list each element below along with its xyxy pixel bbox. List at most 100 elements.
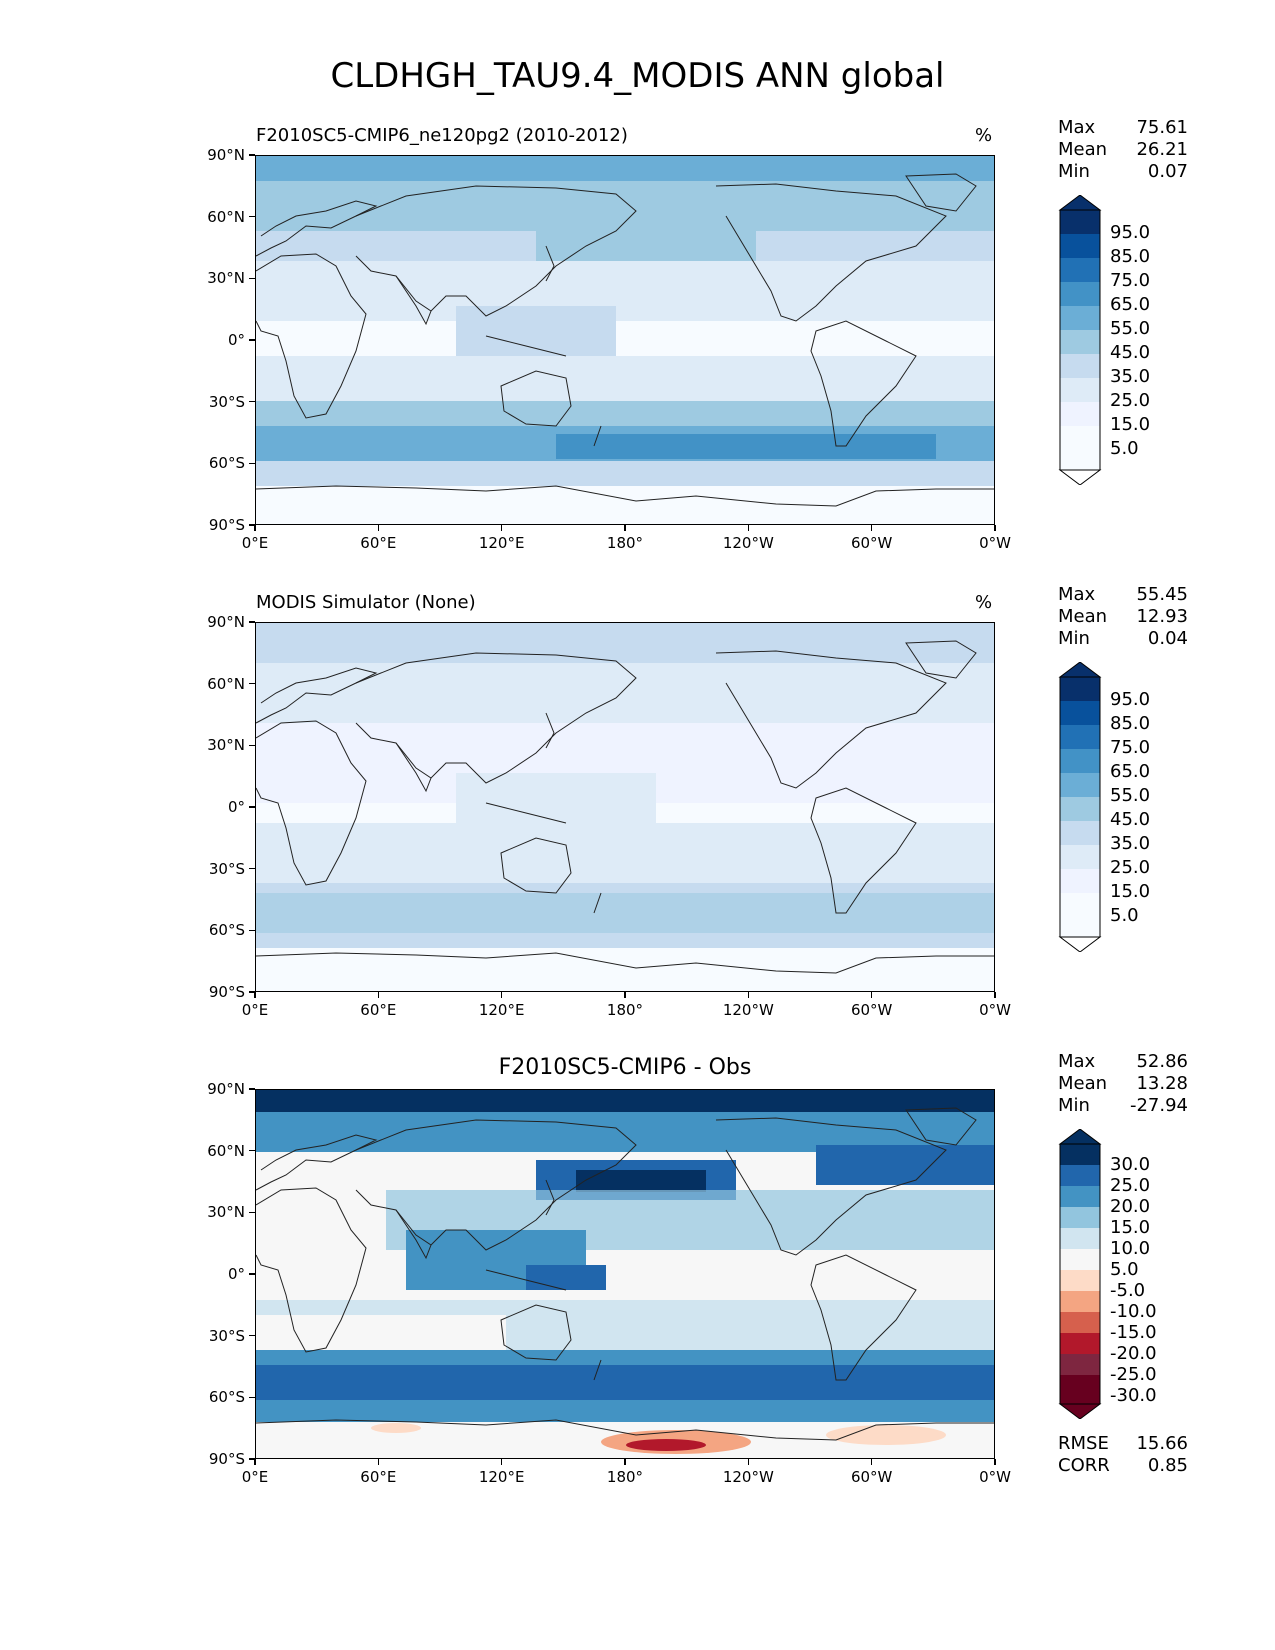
- lon-tick: [377, 525, 380, 531]
- lat-label: 60°N: [207, 207, 245, 226]
- colorbar-label: 85.0: [1110, 246, 1151, 267]
- lat-tick: [249, 1088, 255, 1090]
- colorbar-label: -30.0: [1110, 1385, 1157, 1406]
- lat-tick: [249, 806, 255, 808]
- lat-label: 30°S: [208, 859, 245, 878]
- colorbar-label: 35.0: [1110, 366, 1151, 387]
- colorbar-label: 25.0: [1110, 857, 1151, 878]
- panel-obs: MODIS Simulator (None) % Max 55.45 Mean 12…: [0, 584, 1275, 1052]
- lon-tick: [500, 525, 503, 531]
- lat-tick: [249, 215, 255, 218]
- lon-label: 60°W: [850, 1468, 893, 1486]
- colorbar-label: 55.0: [1110, 318, 1151, 339]
- lat-tick: [249, 1334, 255, 1337]
- panel-title: F2010SC5-CMIP6_ne120pg2 (2010-2012): [256, 125, 628, 146]
- lat-label: 30°N: [207, 736, 245, 755]
- lon-label: 180°: [606, 1468, 644, 1486]
- lat-tick: [249, 744, 255, 747]
- lat-tick: [249, 1211, 255, 1214]
- lon-label: 0°E: [241, 1468, 269, 1486]
- units-label: %: [975, 125, 993, 146]
- lon-label: 120°W: [722, 1468, 774, 1486]
- lat-label: 60°S: [208, 1388, 245, 1407]
- lon-tick: [500, 992, 503, 998]
- figure-title: CLDHGH_TAU9.4_MODIS ANN global: [330, 56, 945, 96]
- colorbar-label: -25.0: [1110, 1364, 1157, 1385]
- lat-label: 90°N: [207, 146, 245, 164]
- lon-tick: [994, 992, 996, 998]
- lat-label: 90°S: [208, 1450, 245, 1468]
- lon-tick: [994, 525, 996, 531]
- panel-title: MODIS Simulator (None): [256, 592, 476, 613]
- colorbar-label: 95.0: [1110, 689, 1151, 710]
- colorbar-label: 45.0: [1110, 809, 1151, 830]
- lon-label: 60°W: [850, 534, 893, 552]
- lon-tick: [377, 1459, 380, 1465]
- lat-tick: [249, 154, 255, 156]
- colorbar: [1058, 662, 1102, 952]
- lat-label: 30°S: [208, 392, 245, 411]
- lon-label: 120°E: [478, 1001, 525, 1019]
- lat-label: 0°: [227, 331, 245, 349]
- lon-label: 120°W: [722, 1001, 774, 1019]
- lat-label: 30°N: [207, 1203, 245, 1222]
- colorbar-label: 5.0: [1110, 1259, 1139, 1280]
- lat-label: 30°S: [208, 1326, 245, 1345]
- map-obs-field: [255, 622, 995, 992]
- stats-box: Max 55.45 Mean 12.93 Min 0.04: [1058, 584, 1188, 649]
- lon-tick: [254, 1459, 256, 1465]
- lat-tick: [249, 524, 255, 526]
- lon-label: 0°W: [979, 1468, 1011, 1486]
- lon-label: 60°E: [360, 534, 397, 552]
- colorbar-label: -20.0: [1110, 1343, 1157, 1364]
- colorbar-label: 15.0: [1110, 1217, 1151, 1238]
- colorbar-label: 75.0: [1110, 737, 1151, 758]
- lon-label: 0°E: [241, 1001, 269, 1019]
- lat-label: 0°: [227, 1265, 245, 1283]
- lon-label: 120°E: [478, 1468, 525, 1486]
- lat-tick: [249, 929, 255, 932]
- colorbar-label: -5.0: [1110, 1280, 1146, 1301]
- colorbar-label: -10.0: [1110, 1301, 1157, 1322]
- lon-label: 0°E: [241, 534, 269, 552]
- colorbar-label: 75.0: [1110, 270, 1151, 291]
- colorbar-label: 55.0: [1110, 785, 1151, 806]
- lon-tick: [254, 525, 256, 531]
- lat-tick: [249, 339, 255, 341]
- colorbar-label: 35.0: [1110, 833, 1151, 854]
- lon-label: 60°E: [360, 1468, 397, 1486]
- lon-label: 180°: [606, 1001, 644, 1019]
- colorbar-label: 5.0: [1110, 905, 1139, 926]
- lat-tick: [249, 1273, 255, 1275]
- colorbar-label: 65.0: [1110, 294, 1151, 315]
- lon-tick: [870, 992, 873, 998]
- lon-tick: [254, 992, 256, 998]
- lat-label: 90°S: [208, 516, 245, 534]
- lon-tick: [870, 525, 873, 531]
- map-difference-field: [255, 1089, 995, 1459]
- lat-tick: [249, 277, 255, 280]
- lat-label: 60°N: [207, 1141, 245, 1160]
- lat-tick: [249, 682, 255, 685]
- lat-label: 90°N: [207, 1080, 245, 1098]
- lat-label: 0°: [227, 798, 245, 816]
- lat-label: 90°S: [208, 983, 245, 1001]
- lon-tick: [994, 1459, 996, 1465]
- lon-tick: [624, 992, 626, 998]
- lon-tick: [747, 1459, 750, 1465]
- lat-tick: [249, 400, 255, 403]
- lat-tick: [249, 867, 255, 870]
- lat-label: 60°S: [208, 921, 245, 940]
- lat-tick: [249, 1396, 255, 1399]
- colorbar-label: 30.0: [1110, 1154, 1151, 1175]
- units-label: %: [975, 592, 993, 613]
- panel-difference: F2010SC5-CMIP6 - Obs Max 52.86: [0, 1051, 1275, 1519]
- stats-box: Max 52.86 Mean 13.28 Min -27.94: [1058, 1051, 1188, 1116]
- lat-tick: [249, 621, 255, 623]
- lat-label: 60°N: [207, 674, 245, 693]
- colorbar-label: 15.0: [1110, 414, 1151, 435]
- lon-label: 120°W: [722, 534, 774, 552]
- lat-tick: [249, 991, 255, 993]
- lon-tick: [377, 992, 380, 998]
- colorbar-label: 95.0: [1110, 222, 1151, 243]
